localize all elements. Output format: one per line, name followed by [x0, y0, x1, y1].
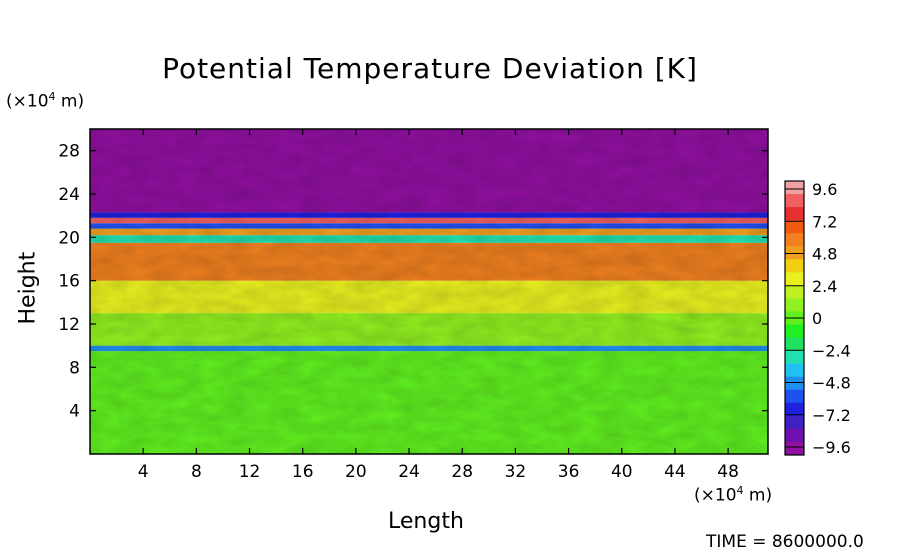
colorbar-segment [785, 441, 804, 456]
y-tick-label: 20 [58, 228, 80, 248]
x-tick-label: 24 [398, 462, 420, 482]
colorbar-segment [785, 363, 804, 378]
x-tick-label: 36 [558, 462, 580, 482]
x-tick-label: 4 [138, 462, 149, 482]
x-tick-label: 8 [191, 462, 202, 482]
colorbar-segment [785, 428, 804, 443]
heatmap-texture [90, 129, 768, 454]
colorbar-tick-label: −4.8 [812, 374, 851, 393]
y-tick-label: 4 [69, 402, 80, 422]
x-tick-label: 28 [451, 462, 473, 482]
colorbar-segment [785, 350, 804, 365]
colorbar-segment [785, 324, 804, 339]
colorbar-segment [785, 194, 804, 208]
colorbar-segment [785, 285, 804, 299]
colorbar-segment [785, 233, 804, 247]
colorbar-segment [785, 272, 804, 286]
colorbar-tick-label: −7.2 [812, 406, 851, 425]
y-tick-label: 12 [58, 315, 80, 335]
colorbar: 9.6 7.2 4.8 2.4 0 −2.4 −4.8 −7.2 −9.6 [784, 180, 851, 457]
y-tick-label: 24 [58, 185, 80, 205]
colorbar-tick-label: 2.4 [812, 277, 837, 296]
colorbar-segment [785, 181, 804, 195]
time-label: TIME = 8600000.0 [706, 532, 864, 552]
x-tick-label: 20 [345, 462, 367, 482]
x-tick-label: 32 [505, 462, 527, 482]
colorbar-segment [785, 389, 804, 404]
x-axis-unit: (×104 m) [694, 484, 773, 506]
x-tick-label: 12 [239, 462, 261, 482]
y-tick-label: 8 [69, 358, 80, 378]
colorbar-segment [785, 298, 804, 312]
colorbar-tick-label: 9.6 [812, 180, 837, 199]
x-axis-label: Length [388, 509, 464, 534]
y-tick-label: 28 [58, 142, 80, 162]
x-tick-label: 44 [664, 462, 686, 482]
x-tick-label: 40 [611, 462, 633, 482]
colorbar-tick-label: −2.4 [812, 341, 851, 360]
x-tick-label: 48 [717, 462, 739, 482]
colorbar-tick-label: 4.8 [812, 245, 837, 264]
y-axis-unit: (×104 m) [6, 90, 85, 112]
x-axis: 4 8 12 16 20 24 28 32 36 40 44 48 [138, 129, 739, 482]
y-tick-label: 16 [58, 272, 80, 292]
y-axis: 4 8 12 16 20 24 28 [58, 142, 768, 422]
colorbar-segment [785, 220, 804, 234]
plot-frame [89, 128, 769, 455]
x-tick-label: 16 [292, 462, 314, 482]
colorbar-segment [785, 402, 804, 417]
colorbar-segment [785, 259, 804, 273]
colorbar-tick-label: −9.6 [812, 438, 851, 457]
colorbar-tick-label: 7.2 [812, 212, 837, 231]
colorbar-segment [785, 337, 804, 352]
colorbar-segment [785, 207, 804, 221]
colorbar-tick-label: 0 [812, 309, 822, 328]
chart-title: Potential Temperature Deviation [K] [162, 52, 698, 85]
colorbar-segment [785, 415, 804, 430]
colorbar-segment [785, 376, 804, 391]
